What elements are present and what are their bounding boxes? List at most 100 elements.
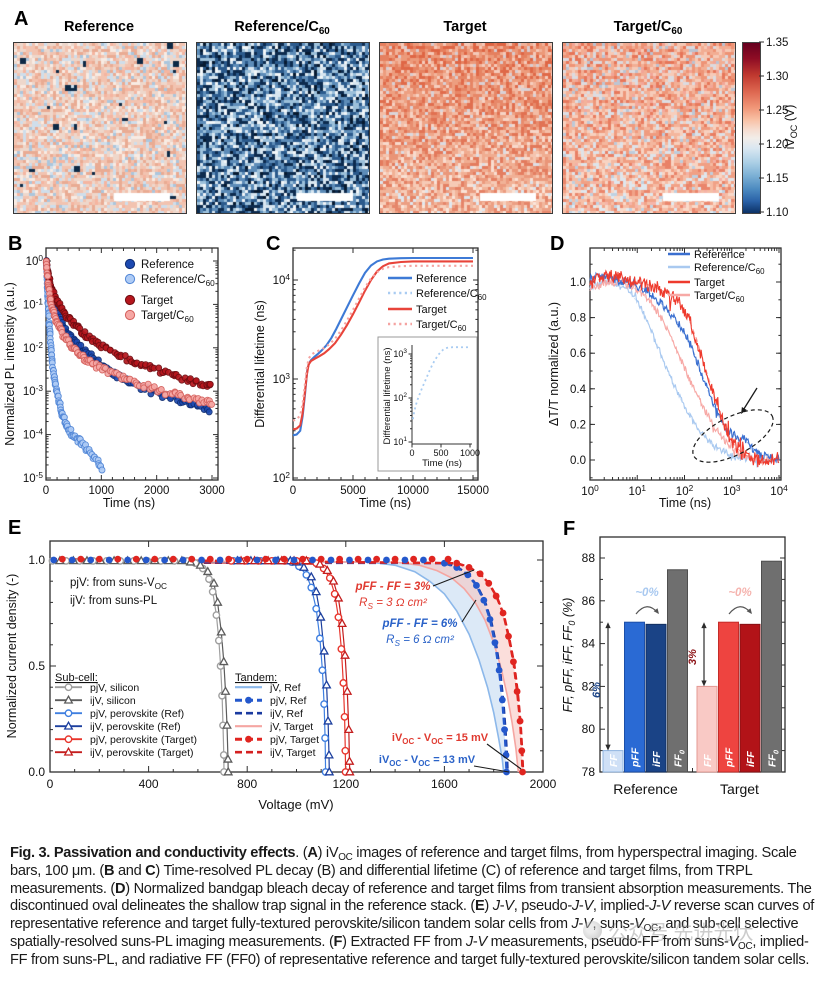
svg-text:Normalized current density (-): Normalized current density (-) [5,574,19,739]
svg-text:102​: 102​ [676,484,694,498]
svg-text:0.0: 0.0 [28,765,45,779]
svg-text:88: 88 [582,551,596,565]
panel-a-title-target-c60: Target/C60 [613,19,683,37]
svg-text:Reference/C60​: Reference/C60​ [416,288,487,302]
watermark-logo-icon [583,921,602,940]
svg-text:0: 0 [47,777,54,791]
svg-text:FF0​: FF0​ [672,749,686,767]
svg-text:iVOC​ (V): iVOC​ (V) [783,105,799,150]
svg-text:~0%: ~0% [635,587,658,599]
svg-text:102​: 102​ [393,392,407,403]
svg-text:ijV, Target: ijV, Target [270,747,316,759]
svg-text:Voltage (mV): Voltage (mV) [258,797,333,812]
svg-text:Target/C60​: Target/C60​ [141,310,194,324]
svg-text:iFF: iFF [651,751,663,767]
svg-text:FF: FF [702,754,714,767]
svg-text:1200: 1200 [332,777,359,791]
svg-text:Reference/C60​: Reference/C60​ [141,274,215,288]
ivoc-map-target-c60 [562,42,736,214]
svg-text:103​: 103​ [723,484,741,498]
svg-text:400: 400 [139,777,159,791]
svg-text:1.25: 1.25 [766,105,788,117]
svg-text:Time (ns): Time (ns) [359,496,411,510]
svg-text:0.5: 0.5 [28,659,45,673]
svg-text:6%: 6% [591,682,603,698]
svg-text:Differential lifetime (ns): Differential lifetime (ns) [253,300,267,428]
svg-text:FF0​: FF0​ [766,749,780,767]
ivoc-map-target [379,42,553,214]
svg-text:15000: 15000 [457,485,489,497]
svg-text:Sub-cell:: Sub-cell: [55,672,98,684]
svg-text:Target/C60​: Target/C60​ [694,290,745,304]
panel-label-e: E [8,517,22,539]
svg-text:pjV, Ref: pjV, Ref [270,695,306,707]
svg-text:500: 500 [433,448,448,458]
svg-text:101​: 101​ [629,484,647,498]
svg-text:0.4: 0.4 [570,384,587,396]
svg-text:FF, pFF, iFF, FF0​ (%): FF, pFF, iFF, FF0​ (%) [561,598,577,713]
svg-text:Reference/C60​: Reference/C60​ [694,262,765,276]
svg-text:86: 86 [582,594,596,608]
colorbar-scale: 1.35 1.30 1.25 1.20 1.15 1.10 iVOC​ (V) [759,37,799,219]
svg-text:10-5​: 10-5​ [23,471,44,485]
svg-text:ijV, perovskite (Ref): ijV, perovskite (Ref) [90,721,181,733]
svg-text:iVOC​ - VOC​ = 15 mV: iVOC​ - VOC​ = 15 mV [392,732,489,746]
panel-label-c: C [266,233,281,255]
svg-text:3%: 3% [687,649,699,665]
panel-label-b: B [8,233,23,255]
svg-text:1.15: 1.15 [766,173,788,185]
panel-label-f: F [563,518,576,540]
svg-text:RS​ = 6 Ω cm²: RS​ = 6 Ω cm² [386,634,455,648]
svg-text:1.0: 1.0 [570,277,586,289]
svg-text:10-1​: 10-1​ [23,297,44,311]
svg-text:Reference: Reference [613,781,678,797]
svg-text:Reference: Reference [141,259,194,271]
svg-text:1.30: 1.30 [766,71,788,83]
svg-text:10000: 10000 [397,485,429,497]
svg-text:Target: Target [694,277,725,289]
svg-text:0: 0 [43,485,49,497]
svg-text:0: 0 [290,485,296,497]
panel-label-d: D [550,233,565,255]
ivoc-map-reference-c60 [196,42,370,214]
svg-text:103​: 103​ [393,348,407,359]
svg-text:Differential lifetime (ns): Differential lifetime (ns) [382,348,393,445]
svg-text:3000: 3000 [199,485,225,497]
svg-text:10-3​: 10-3​ [23,384,44,398]
svg-text:pjV, perovskite (Ref): pjV, perovskite (Ref) [90,708,184,720]
svg-text:jV, Ref: jV, Ref [269,682,301,694]
svg-text:pjV, Target: pjV, Target [270,734,319,746]
svg-text:100​: 100​ [26,254,44,268]
svg-text:82: 82 [582,679,596,693]
svg-text:104​: 104​ [770,484,788,498]
svg-text:RS​ = 3 Ω cm²: RS​ = 3 Ω cm² [359,597,428,611]
svg-text:1000: 1000 [460,448,480,458]
panel-a-title-reference: Reference [63,19,135,35]
svg-text:10-2​: 10-2​ [23,341,44,355]
svg-text:pjV: from suns-VOC​: pjV: from suns-VOC​ [70,577,167,591]
svg-text:1.35: 1.35 [766,37,788,49]
svg-text:pjV, perovskite (Target): pjV, perovskite (Target) [90,734,197,746]
figure-caption: Fig. 3. Passivation and conductivity eff… [10,845,815,968]
svg-text:pFF: pFF [723,747,735,768]
svg-text:78: 78 [582,765,596,779]
panel-e-chart: 0 400 800 1200 1600 2000 0.0 0.5 1.0 pjV: from su… [5,540,557,812]
svg-text:0.0: 0.0 [570,455,586,467]
svg-text:pFF: pFF [629,747,641,768]
panel-f-chart: 78 80 82 84 86 88 FF pFF iFF FF0​ FF pFF iFF FF0​ 6% 3%… [561,536,786,797]
svg-text:ΔT/T normalized (a.u.): ΔT/T normalized (a.u.) [547,302,561,426]
svg-text:1.20: 1.20 [766,139,788,151]
svg-text:ijV: from suns-PL: ijV: from suns-PL [70,595,158,607]
svg-text:FF: FF [608,754,620,767]
svg-text:0: 0 [409,448,414,458]
svg-text:104​: 104​ [273,273,291,287]
svg-text:Reference: Reference [694,249,745,261]
panel-b-chart: 0 1000 2000 3000 100​ 10-1​ 10-2​ 10-3​ 10-4​ 10-… [3,247,225,510]
watermark-text: 公众号 先进光伏 [608,922,754,944]
svg-text:2000: 2000 [530,777,557,791]
svg-text:Time (ns): Time (ns) [103,496,155,510]
svg-text:100​: 100​ [581,484,599,498]
panel-c-chart: 050001000015000102​103​104​ReferenceRefe… [253,247,489,510]
colorbar [742,42,761,214]
svg-text:iFF: iFF [745,751,757,767]
